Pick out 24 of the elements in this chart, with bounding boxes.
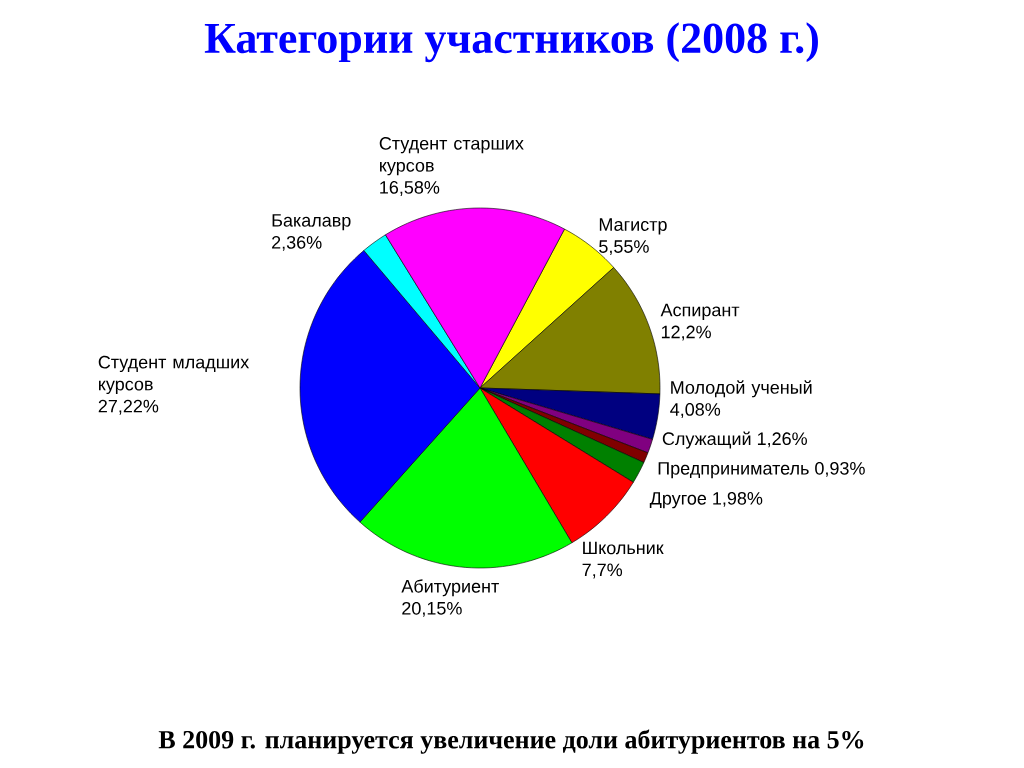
data-label: 12,2% xyxy=(661,325,711,341)
slice-label: Абитуриент xyxy=(401,579,499,597)
data-label: 4,08% xyxy=(670,403,721,418)
data-label: 2,36% xyxy=(272,235,322,251)
chart-title: Категории участников (2008 г.) xyxy=(204,22,818,63)
slice-label: Студент старших курсов xyxy=(379,137,524,176)
slice-label: Аспирант xyxy=(660,303,740,320)
slice-label: Другое xyxy=(649,492,707,509)
data-label: 16,58% xyxy=(380,181,440,196)
slice-label: Служащий xyxy=(662,431,751,449)
data-label: 1,98% xyxy=(713,491,763,507)
data-label: 5,55% xyxy=(599,240,649,256)
data-label: 0,93% xyxy=(815,461,865,477)
text: В 2009 г. планируется увеличение доли абитуриентов на 5% xyxy=(158,729,864,754)
data-label: 20,15% xyxy=(402,601,462,617)
slice-label: Предприниматель xyxy=(658,462,809,479)
slice-label: Студент младших курсов xyxy=(98,355,250,395)
slice-label: Магистр xyxy=(599,218,667,235)
slice-label: Школьник xyxy=(583,541,664,555)
data-label: 7,7% xyxy=(582,563,623,579)
slice-label: Бакалавр xyxy=(272,214,351,231)
data-label: 27,22% xyxy=(98,399,159,415)
data-label: 1,26% xyxy=(757,432,807,448)
slice-label: Молодой ученый xyxy=(671,380,812,398)
